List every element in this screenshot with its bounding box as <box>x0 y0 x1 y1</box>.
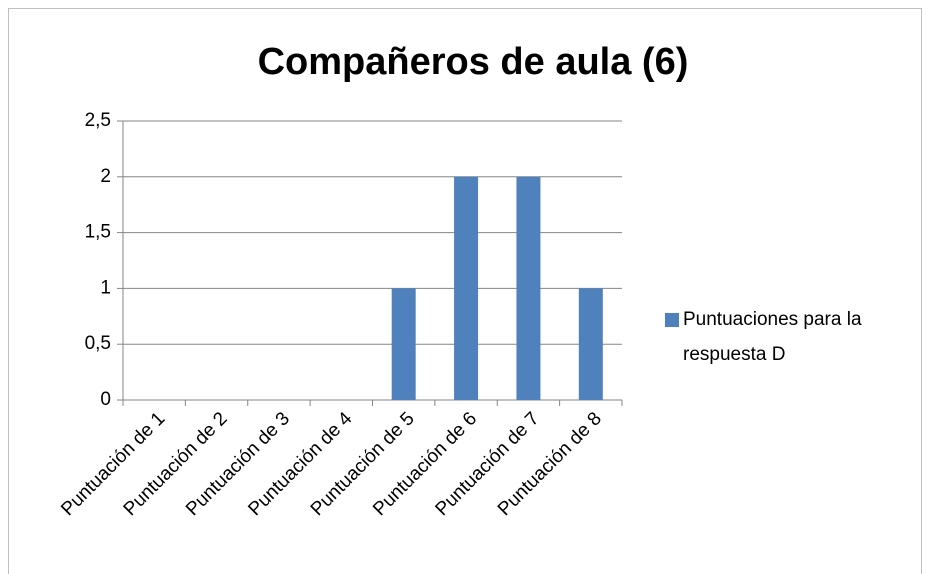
legend-label: Puntuaciones para la respuesta D <box>683 309 862 365</box>
chart-border <box>8 8 922 574</box>
bar <box>391 288 416 400</box>
bar <box>454 176 479 400</box>
legend-swatch <box>665 313 679 327</box>
y-tick-label: 0 <box>100 389 111 410</box>
y-tick-label: 2,5 <box>85 110 111 131</box>
y-tick-label: 2 <box>100 166 111 187</box>
bar <box>578 288 603 400</box>
x-tick-label: Puntuación de 1 <box>57 408 169 520</box>
y-tick-label: 1 <box>100 277 111 298</box>
legend-entry: Puntuaciones para la respuesta D <box>683 309 862 365</box>
y-tick-label: 1,5 <box>85 222 111 243</box>
chart-title: Compañeros de aula (6) <box>258 41 689 83</box>
y-tick-label: 0,5 <box>85 333 111 354</box>
bar <box>516 176 541 400</box>
